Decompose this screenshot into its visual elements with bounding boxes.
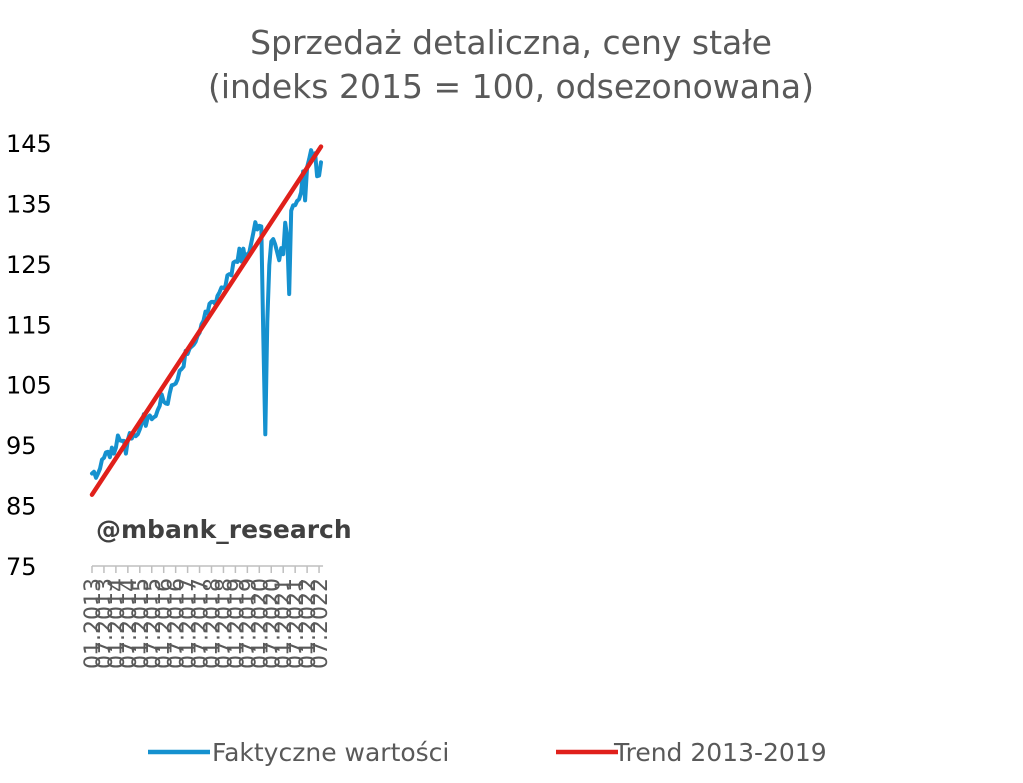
x-tick-label: 07.2013 [93, 578, 118, 669]
y-tick-label: 75 [6, 553, 37, 581]
y-axis: 75 85 95 105 115 125 135 145 [6, 130, 52, 581]
x-tick-label: 07.2017 [189, 578, 214, 669]
x-tick-label: 07.2020 [260, 578, 285, 669]
x-tick-label: 01.2016 [153, 578, 178, 669]
y-tick-label: 85 [6, 493, 37, 521]
x-tick-label: 01.2017 [177, 578, 202, 669]
x-tick-label: 01.2022 [296, 578, 321, 669]
chart-title-line2: (indeks 2015 = 100, odsezonowana) [208, 67, 814, 106]
y-tick-label: 95 [6, 432, 37, 460]
x-tick-label: 07.2018 [212, 578, 237, 669]
plot-area [89, 144, 324, 497]
x-tick-label: 01.2019 [224, 578, 249, 669]
x-tick-label: 01.2013 [81, 578, 106, 669]
y-tick-label: 105 [6, 372, 52, 400]
x-tick-label: 07.2019 [236, 578, 261, 669]
x-tick-label: 07.2016 [165, 578, 190, 669]
watermark: @mbank_research [96, 515, 352, 544]
x-axis: 01.201307.201301.201407.201401.201507.20… [81, 565, 333, 669]
series-line-trend [89, 144, 324, 497]
chart-title-line1: Sprzedaż detaliczna, ceny stałe [250, 23, 772, 62]
x-tick-label: 07.2015 [141, 578, 166, 669]
x-tick-label: 07.2022 [308, 578, 333, 669]
x-tick-label: 07.2014 [117, 578, 142, 669]
x-tick-label: 01.2014 [105, 578, 130, 669]
x-tick-label: 01.2015 [129, 578, 154, 669]
y-tick-label: 115 [6, 311, 52, 339]
y-tick-label: 145 [6, 130, 52, 158]
y-tick-label: 125 [6, 251, 52, 279]
legend-label: Trend 2013-2019 [613, 738, 827, 767]
chart-title: Sprzedaż detaliczna, ceny stałe (indeks … [208, 23, 814, 106]
x-tick-label: 01.2021 [272, 578, 297, 669]
x-tick-label: 01.2020 [248, 578, 273, 669]
legend: Faktyczne wartości Trend 2013-2019 [148, 738, 827, 767]
legend-label: Faktyczne wartości [212, 738, 449, 767]
y-tick-label: 135 [6, 190, 52, 218]
x-tick-label: 01.2018 [201, 578, 226, 669]
x-tick-label: 07.2021 [284, 578, 309, 669]
